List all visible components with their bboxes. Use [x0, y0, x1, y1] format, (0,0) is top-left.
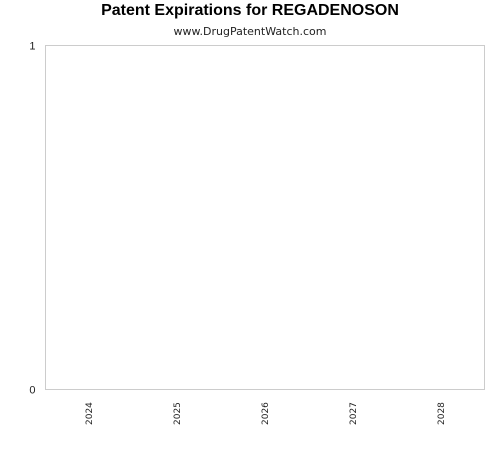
y-tick-label: 0: [29, 385, 35, 397]
y-axis: 01: [29, 41, 35, 397]
x-tick-label: 2026: [261, 402, 271, 425]
chart-title: Patent Expirations for REGADENOSON: [101, 2, 399, 19]
x-axis: 2024 2025 2026 2027 2028: [85, 402, 447, 425]
y-tick-label: 1: [29, 41, 35, 53]
x-tick-label: 2027: [349, 402, 359, 425]
chart-subtitle: www.DrugPatentWatch.com: [173, 25, 327, 38]
plot-area: [45, 45, 485, 390]
x-tick-label: 2025: [173, 402, 183, 425]
x-tick-label: 2024: [85, 402, 95, 425]
x-tick-label: 2028: [437, 402, 447, 425]
